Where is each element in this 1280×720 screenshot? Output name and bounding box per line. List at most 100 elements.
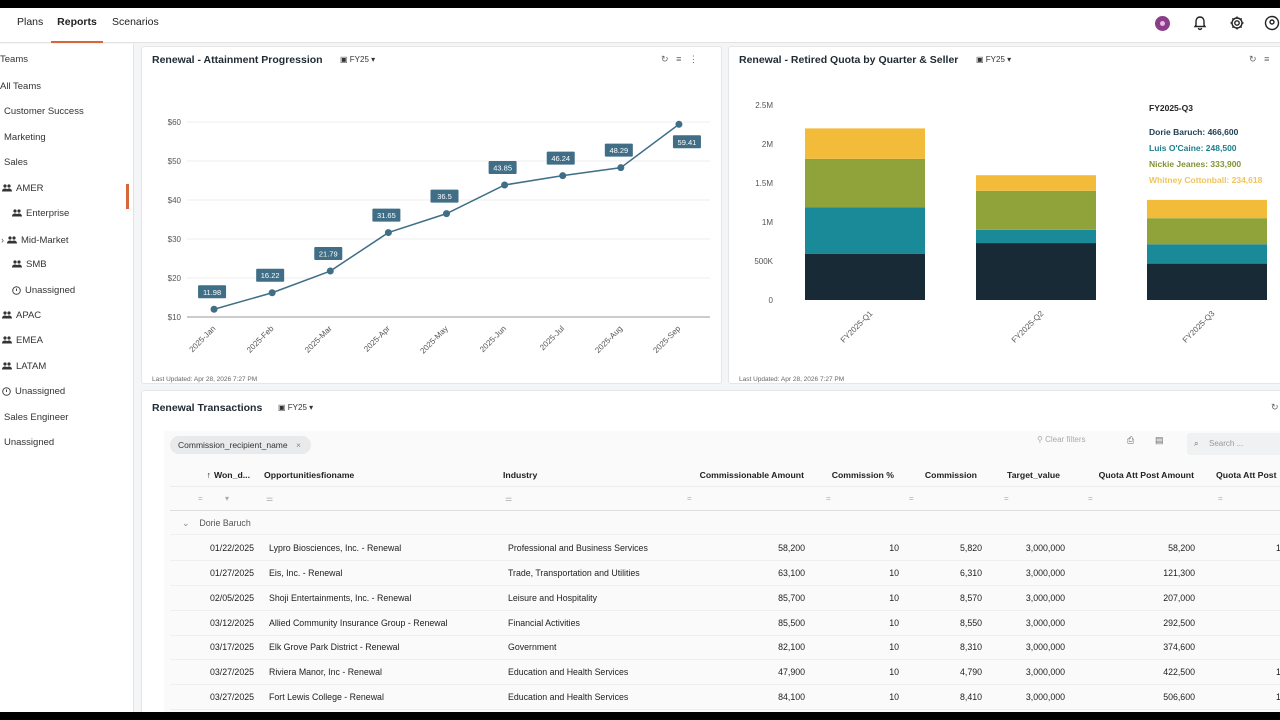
close-icon[interactable]: × bbox=[295, 440, 301, 450]
sidebar-item-marketing[interactable]: Marketing bbox=[4, 132, 46, 143]
column-header-won-date[interactable]: ↑ Won_d... bbox=[206, 470, 250, 480]
chevron-down-icon[interactable]: ▾ bbox=[225, 494, 230, 503]
bar-segment bbox=[1147, 199, 1267, 219]
table-row[interactable]: 01/22/2025 Lypro Biosciences, Inc. - Ren… bbox=[170, 536, 1280, 561]
y-tick-label: $40 bbox=[168, 196, 182, 205]
tooltip-line: Luis O'Caine: 248,500 bbox=[1149, 143, 1237, 153]
tab-reports[interactable]: Reports bbox=[51, 8, 103, 43]
table-row[interactable]: 03/12/2025 Allied Community Insurance Gr… bbox=[170, 611, 1280, 636]
gear-icon[interactable] bbox=[1229, 15, 1245, 31]
info-icon bbox=[2, 387, 11, 396]
fy-selector[interactable]: ▣ FY25 ▾ bbox=[278, 403, 314, 412]
calendar-icon: ▣ bbox=[340, 55, 348, 64]
tab-scenarios[interactable]: Scenarios bbox=[112, 16, 159, 28]
column-header-commission-percent[interactable]: Commission % bbox=[831, 470, 894, 480]
search-input[interactable]: ⌕ Search ... bbox=[1187, 433, 1280, 455]
column-header-commission[interactable]: Commission bbox=[924, 470, 977, 480]
table-row[interactable]: 03/27/2025 Riviera Manor, Inc - Renewal … bbox=[170, 660, 1280, 685]
tooltip-panel bbox=[1141, 95, 1271, 191]
cell-industry: Financial Activities bbox=[508, 618, 580, 628]
avatar[interactable] bbox=[1155, 16, 1170, 31]
cell-opportunity-name: Lypro Biosciences, Inc. - Renewal bbox=[269, 543, 402, 553]
table-row[interactable]: 03/27/2025 Fort Lewis College - Renewal … bbox=[170, 685, 1280, 710]
sidebar: Teams All Teams Customer Success Marketi… bbox=[0, 44, 134, 712]
filter-icon[interactable]: ≡ bbox=[1264, 54, 1270, 64]
more-icon[interactable]: ⋮ bbox=[688, 54, 698, 64]
table-header: ↑ Won_d... Opportunitiesfioname Industry … bbox=[170, 463, 1280, 487]
cell-opportunity-name: Allied Community Insurance Group - Renew… bbox=[269, 618, 448, 628]
filter-icon[interactable]: ≡ bbox=[676, 54, 682, 64]
cell-won-date: 03/17/2025 bbox=[209, 642, 254, 652]
filter-icon[interactable]: = bbox=[198, 494, 203, 503]
group-by-chip[interactable]: Commission_recipient_name × bbox=[170, 436, 311, 454]
sidebar-item-smb[interactable]: SMB bbox=[12, 255, 47, 275]
column-header-commissionable-amount[interactable]: Commissionable Amount bbox=[699, 470, 804, 480]
column-header-opportunity-name[interactable]: Opportunitiesfioname bbox=[264, 470, 355, 480]
sidebar-item-amer[interactable]: AMER bbox=[2, 179, 43, 199]
user-circle-icon[interactable] bbox=[1264, 15, 1280, 31]
bell-icon[interactable] bbox=[1192, 15, 1208, 31]
sidebar-item-all-teams[interactable]: All Teams bbox=[0, 81, 42, 92]
table-row[interactable]: 03/17/2025 Elk Grove Park District - Ren… bbox=[170, 635, 1280, 660]
column-header-industry[interactable]: Industry bbox=[503, 470, 538, 480]
filter-icon[interactable]: = bbox=[1088, 494, 1093, 503]
chevron-right-icon[interactable]: › bbox=[1, 235, 4, 245]
table-row[interactable]: 02/05/2025 Shoji Entertainments, Inc. - … bbox=[170, 586, 1280, 611]
refresh-icon[interactable]: ↻ bbox=[1249, 54, 1257, 64]
sidebar-item-sales-engineer[interactable]: Sales Engineer bbox=[4, 412, 69, 423]
y-tick-label: $30 bbox=[168, 235, 182, 244]
sidebar-item-unassigned-sales[interactable]: Unassigned bbox=[2, 382, 65, 402]
tab-plans[interactable]: Plans bbox=[17, 16, 44, 28]
chevron-down-icon: ▾ bbox=[309, 403, 314, 412]
filter-icon[interactable]: = bbox=[1218, 494, 1223, 503]
fy-selector[interactable]: ▣ FY25 ▾ bbox=[976, 55, 1012, 64]
cell-commissionable-amount: 47,900 bbox=[778, 667, 805, 677]
cell-opportunity-name: Elk Grove Park District - Renewal bbox=[269, 642, 400, 652]
filter-icon[interactable]: = bbox=[826, 494, 831, 503]
sidebar-item-enterprise[interactable]: Enterprise bbox=[12, 204, 69, 224]
filter-row: = ▾ ⚌ ⚌ = = = = = = bbox=[170, 487, 1280, 511]
clear-filters-button[interactable]: ⚲ Clear filters bbox=[1037, 435, 1086, 444]
card-title: Renewal - Retired Quota by Quarter & Sel… bbox=[739, 54, 959, 66]
sidebar-item-apac[interactable]: APAC bbox=[2, 306, 41, 326]
refresh-icon[interactable]: ↻ bbox=[661, 54, 669, 64]
y-tick-label: 1M bbox=[762, 218, 773, 227]
export-icon[interactable]: ⎙ bbox=[1127, 435, 1135, 445]
retired-quota-card: Renewal - Retired Quota by Quarter & Sel… bbox=[728, 46, 1280, 384]
cell-commission: 8,410 bbox=[959, 692, 982, 702]
table-row[interactable]: 01/27/2025 Eis, Inc. - Renewal Trade, Tr… bbox=[170, 561, 1280, 586]
sidebar-item-unassigned[interactable]: Unassigned bbox=[4, 437, 55, 448]
columns-icon[interactable]: ▤ bbox=[1155, 435, 1164, 445]
group-icon bbox=[2, 311, 12, 319]
column-header-target-value[interactable]: Target_value bbox=[1007, 470, 1060, 480]
cell-target-value: 3,000,000 bbox=[1025, 543, 1065, 553]
filter-icon[interactable]: = bbox=[1004, 494, 1009, 503]
filter-icon[interactable]: ⚌ bbox=[266, 494, 274, 503]
column-header-quota-att-post-amount[interactable]: Quota Att Post Amount bbox=[1098, 470, 1194, 480]
sidebar-item-sales[interactable]: Sales bbox=[4, 157, 28, 168]
sidebar-item-mid-market[interactable]: › Mid-Market bbox=[1, 235, 69, 246]
y-tick-label: $50 bbox=[168, 157, 182, 166]
tooltip-title: FY2025-Q3 bbox=[1149, 103, 1193, 113]
sidebar-item-emea[interactable]: EMEA bbox=[2, 331, 43, 351]
x-tick-label: 2025-Aug bbox=[593, 324, 624, 355]
cell-industry: Trade, Transportation and Utilities bbox=[508, 568, 640, 578]
cell-industry: Education and Health Services bbox=[508, 692, 629, 702]
filter-icon[interactable]: = bbox=[909, 494, 914, 503]
column-header-quota-att-post[interactable]: Quota Att Post bbox=[1216, 470, 1277, 480]
y-tick-label: $60 bbox=[168, 118, 182, 127]
refresh-icon[interactable]: ↻ bbox=[1271, 402, 1279, 412]
fy-selector[interactable]: ▣ FY25 ▾ bbox=[340, 55, 376, 64]
sidebar-item-unassigned-amer[interactable]: Unassigned bbox=[12, 281, 75, 301]
attainment-progression-card: Renewal - Attainment Progression ▣ FY25 … bbox=[141, 46, 722, 384]
y-tick-label: $10 bbox=[168, 313, 182, 322]
data-point bbox=[443, 210, 450, 218]
table-title: Renewal Transactions bbox=[152, 402, 263, 414]
sidebar-item-customer-success[interactable]: Customer Success bbox=[4, 106, 84, 117]
sidebar-item-latam[interactable]: LATAM bbox=[2, 357, 46, 377]
bar-segment bbox=[976, 175, 1096, 191]
filter-icon[interactable]: ⚌ bbox=[505, 494, 513, 503]
group-row[interactable]: ⌄ Dorie Baruch bbox=[170, 511, 1280, 535]
filter-icon[interactable]: = bbox=[687, 494, 692, 503]
chevron-down-icon[interactable]: ⌄ bbox=[182, 518, 190, 528]
